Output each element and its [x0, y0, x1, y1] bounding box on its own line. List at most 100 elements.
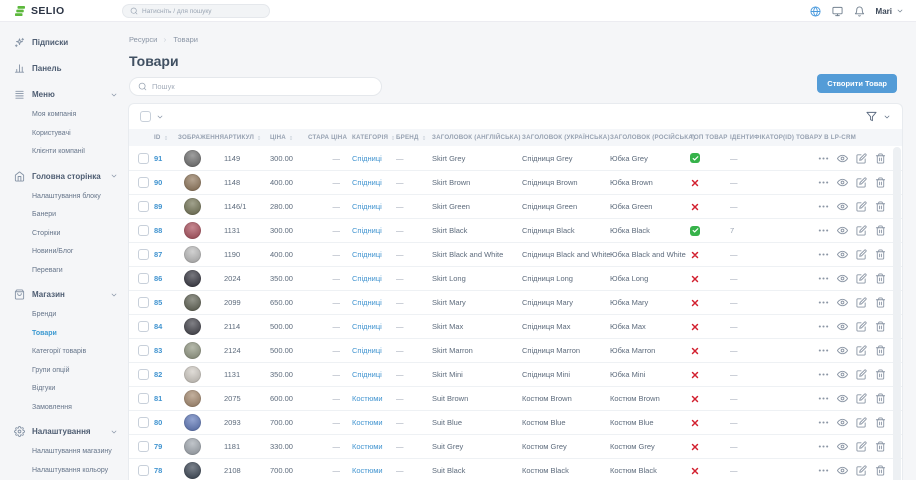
cell-id[interactable]: 78: [154, 466, 163, 475]
cell-category[interactable]: Спідниці: [352, 274, 382, 283]
sidebar-subitem[interactable]: Налаштування блоку: [32, 192, 101, 200]
row-checkbox[interactable]: [138, 393, 149, 404]
view-button[interactable]: [837, 201, 848, 212]
filter-icon[interactable]: [866, 111, 877, 122]
sidebar-item-settings[interactable]: Налаштування: [0, 420, 128, 443]
more-button[interactable]: [818, 177, 829, 188]
row-checkbox[interactable]: [138, 201, 149, 212]
edit-button[interactable]: [856, 177, 867, 188]
sidebar-subitem[interactable]: Товари: [32, 329, 57, 337]
more-button[interactable]: [818, 297, 829, 308]
globe-icon[interactable]: [810, 5, 821, 17]
view-button[interactable]: [837, 393, 848, 404]
delete-button[interactable]: [875, 441, 886, 452]
select-all-checkbox[interactable]: [140, 111, 151, 122]
sidebar-subitem[interactable]: Групи опцій: [32, 366, 70, 374]
cell-category[interactable]: Костюми: [352, 394, 383, 403]
more-button[interactable]: [818, 441, 829, 452]
cell-id[interactable]: 79: [154, 442, 163, 451]
delete-button[interactable]: [875, 321, 886, 332]
edit-button[interactable]: [856, 369, 867, 380]
more-button[interactable]: [818, 249, 829, 260]
sidebar-subitem[interactable]: Банери: [32, 211, 57, 218]
edit-button[interactable]: [856, 465, 867, 476]
cell-id[interactable]: 85: [154, 298, 163, 307]
cell-id[interactable]: 84: [154, 322, 163, 331]
delete-button[interactable]: [875, 225, 886, 236]
sidebar-subitem[interactable]: Замовлення: [32, 403, 72, 411]
column-header-sku[interactable]: АРТИКУЛ: [224, 134, 270, 141]
view-button[interactable]: [837, 153, 848, 164]
row-checkbox[interactable]: [138, 369, 149, 380]
cell-id[interactable]: 82: [154, 370, 163, 379]
more-button[interactable]: [818, 345, 829, 356]
user-menu[interactable]: Mari: [876, 7, 904, 16]
sidebar-subitem[interactable]: Налаштування кольору: [32, 466, 109, 474]
view-button[interactable]: [837, 465, 848, 476]
more-button[interactable]: [818, 321, 829, 332]
column-header-category[interactable]: КАТЕГОРІЯ: [352, 134, 396, 141]
row-checkbox[interactable]: [138, 417, 149, 428]
delete-button[interactable]: [875, 177, 886, 188]
bell-icon[interactable]: [854, 6, 865, 17]
chevron-down-icon[interactable]: [156, 113, 164, 121]
edit-button[interactable]: [856, 441, 867, 452]
create-product-button[interactable]: Створити Товар: [817, 74, 897, 93]
more-button[interactable]: [818, 393, 829, 404]
cell-id[interactable]: 86: [154, 274, 163, 283]
edit-button[interactable]: [856, 152, 867, 164]
brand[interactable]: SELIO: [14, 0, 65, 22]
edit-button[interactable]: [856, 225, 867, 236]
delete-button[interactable]: [875, 249, 886, 260]
sidebar-item-subscriptions[interactable]: Підписки: [0, 31, 128, 54]
more-button[interactable]: [818, 465, 829, 476]
delete-button[interactable]: [875, 369, 886, 380]
products-search[interactable]: [129, 77, 382, 96]
sidebar-subitem[interactable]: Відгуки: [32, 385, 56, 392]
sidebar-subitem[interactable]: Клієнти компанії: [32, 148, 86, 155]
view-button[interactable]: [837, 273, 848, 284]
cell-id[interactable]: 81: [154, 394, 163, 403]
global-search-input[interactable]: [142, 7, 262, 15]
delete-button[interactable]: [875, 417, 886, 428]
row-checkbox[interactable]: [138, 249, 149, 260]
cell-id[interactable]: 90: [154, 178, 163, 187]
cell-category[interactable]: Спідниці: [352, 250, 382, 259]
cell-category[interactable]: Костюми: [352, 418, 383, 427]
row-checkbox[interactable]: [138, 225, 149, 236]
more-button[interactable]: [818, 201, 829, 212]
more-button[interactable]: [818, 369, 829, 380]
cell-category[interactable]: Спідниці: [352, 226, 382, 235]
cell-category[interactable]: Спідниці: [352, 178, 382, 187]
row-checkbox[interactable]: [138, 465, 149, 476]
edit-button[interactable]: [856, 345, 867, 356]
row-checkbox[interactable]: [138, 441, 149, 452]
column-header-price[interactable]: ЦІНА: [270, 134, 308, 141]
row-checkbox[interactable]: [138, 321, 149, 332]
cell-category[interactable]: Костюми: [352, 466, 383, 475]
sidebar-item-homepage[interactable]: Головна сторінка: [0, 165, 128, 188]
delete-button[interactable]: [875, 152, 886, 164]
delete-button[interactable]: [875, 345, 886, 356]
cell-id[interactable]: 83: [154, 346, 163, 355]
view-button[interactable]: [837, 417, 848, 428]
edit-button[interactable]: [856, 273, 867, 284]
delete-button[interactable]: [875, 465, 886, 476]
cell-category[interactable]: Спідниці: [352, 370, 382, 379]
edit-button[interactable]: [856, 321, 867, 332]
view-button[interactable]: [837, 321, 848, 332]
view-button[interactable]: [837, 297, 848, 308]
cell-id[interactable]: 88: [154, 226, 163, 235]
sidebar-item-shop[interactable]: Магазин: [0, 283, 128, 306]
edit-button[interactable]: [856, 393, 867, 404]
cell-id[interactable]: 91: [154, 153, 163, 163]
column-header-id[interactable]: ID: [154, 134, 178, 141]
monitor-icon[interactable]: [832, 6, 843, 17]
cell-category[interactable]: Спідниці: [352, 322, 382, 331]
cell-category[interactable]: Спідниці: [352, 298, 382, 307]
view-button[interactable]: [837, 225, 848, 236]
more-button[interactable]: [818, 417, 829, 428]
more-button[interactable]: [818, 153, 829, 164]
table-scrollbar[interactable]: [893, 147, 901, 480]
sidebar-subitem[interactable]: Моя компанія: [32, 111, 77, 118]
